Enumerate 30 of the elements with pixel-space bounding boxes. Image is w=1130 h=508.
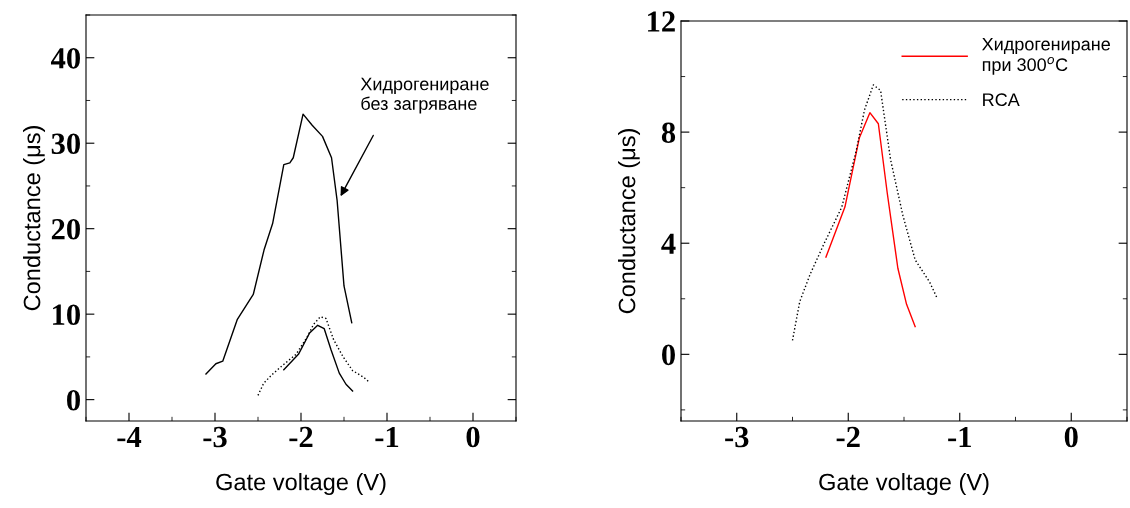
y-axis-title: Conductance (μs) xyxy=(618,129,641,314)
y-tick-label: 10 xyxy=(53,304,80,326)
x-axis-title: Gate voltage (V) xyxy=(819,473,989,496)
line-series xyxy=(257,316,371,397)
y-tick-label: 0 xyxy=(662,344,675,366)
x-tick-label: -1 xyxy=(948,426,971,448)
y-tick-label: 12 xyxy=(648,11,675,32)
legend-label: RCA xyxy=(983,93,1020,107)
x-tick-label: -4 xyxy=(117,426,142,448)
y-tick-label: 20 xyxy=(51,218,80,240)
y-tick-label: 4 xyxy=(661,233,676,254)
x-tick-label: -2 xyxy=(836,426,860,448)
x-tick-label: 0 xyxy=(466,426,480,448)
y-tick-label: 40 xyxy=(51,48,80,69)
y-tick-label: 0 xyxy=(67,389,80,411)
line-series xyxy=(283,324,354,392)
y-axis-title: Conductance (μs) xyxy=(23,126,46,311)
y-tick-label: 30 xyxy=(51,133,80,155)
x-axis-title: Gate voltage (V) xyxy=(216,473,386,496)
x-tick-label: -3 xyxy=(725,426,749,448)
legend-label: Хидрогениране при 300$^{o}$C xyxy=(982,37,1110,75)
line-series xyxy=(825,111,916,328)
x-tick-label: -3 xyxy=(203,426,227,448)
x-tick-label: 0 xyxy=(1064,426,1078,448)
y-tick-label: 8 xyxy=(661,122,676,144)
x-tick-label: -1 xyxy=(375,426,399,448)
line-series xyxy=(205,113,353,375)
annotation: Хидрогениране без загряване xyxy=(360,77,489,114)
line-series xyxy=(791,84,939,342)
x-tick-label: -2 xyxy=(289,426,313,448)
